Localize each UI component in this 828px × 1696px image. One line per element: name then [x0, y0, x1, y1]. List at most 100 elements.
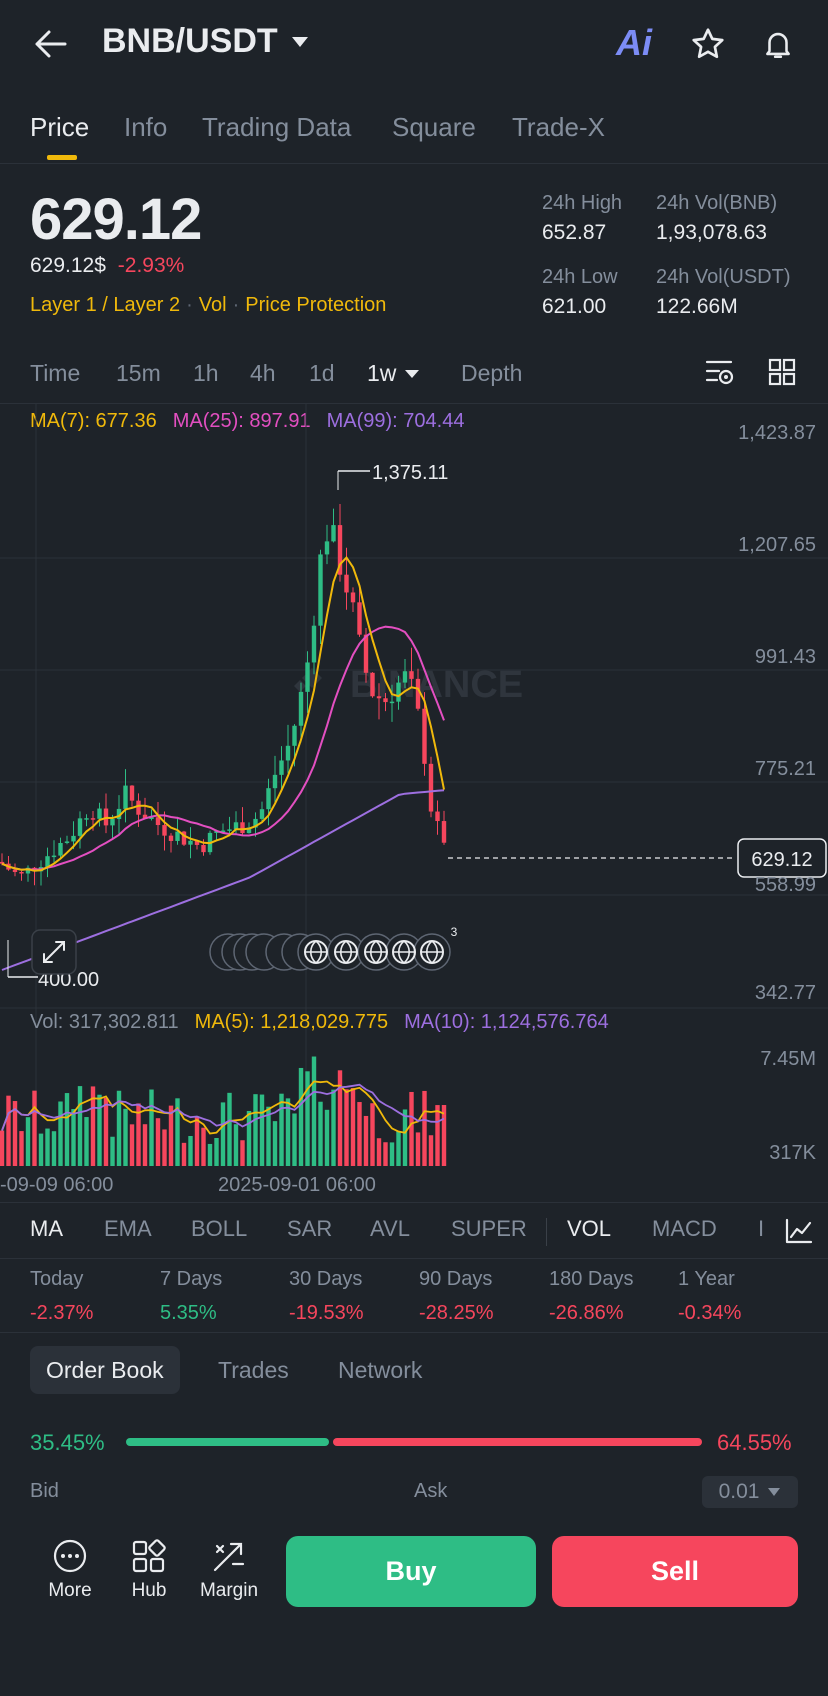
ind-ma[interactable]: MA	[30, 1216, 63, 1241]
tab-network[interactable]: Network	[338, 1356, 423, 1383]
volume-bar	[38, 1133, 44, 1166]
candle-body	[272, 774, 278, 789]
pair-selector[interactable]: BNB/USDT	[102, 22, 310, 61]
candle-body	[162, 825, 167, 836]
tf-1w[interactable]: 1w	[367, 360, 420, 387]
tab-trade-x[interactable]: Trade-X	[512, 112, 605, 142]
ai-icon[interactable]: Ai	[616, 22, 652, 64]
ma25-label: MA(25): 897.91	[172, 410, 311, 432]
tf-1h[interactable]: 1h	[193, 360, 219, 386]
tf-15m[interactable]: 15m	[116, 360, 161, 386]
back-arrow-icon[interactable]	[30, 24, 70, 64]
ind-sar[interactable]: SAR	[287, 1216, 333, 1241]
volume-bar	[142, 1124, 148, 1166]
tf-depth[interactable]: Depth	[461, 360, 523, 386]
tab-trading-data[interactable]: Trading Data	[202, 112, 352, 142]
ma7-line	[1, 556, 445, 872]
volume-bar	[123, 1108, 128, 1166]
volume-bar	[402, 1109, 408, 1166]
volume-bar	[175, 1098, 180, 1166]
perf-label: 180 Days	[549, 1268, 634, 1290]
ind-super[interactable]: SUPER	[451, 1216, 527, 1241]
candle-body	[246, 827, 252, 834]
candle-body	[331, 525, 336, 542]
ind-avl[interactable]: AVL	[370, 1216, 410, 1241]
pair-name: BNB/USDT	[102, 22, 278, 60]
globe-icon-lines	[421, 940, 443, 964]
volume-ma-line	[1, 1080, 445, 1135]
volume-bar	[220, 1102, 226, 1166]
margin-icon	[213, 1542, 245, 1572]
volume-bar	[383, 1142, 388, 1166]
indicator-settings-button[interactable]	[770, 1206, 828, 1256]
bell-icon[interactable]	[758, 24, 798, 64]
candle-body	[214, 831, 219, 833]
volume-bar	[207, 1143, 213, 1166]
vol-value: Vol: 317,302.811	[30, 1011, 179, 1033]
main-tabs: Price Info Trading Data Square Trade-X	[0, 104, 828, 164]
nav-more[interactable]: More	[30, 1538, 110, 1602]
candle-body	[415, 678, 421, 709]
ind-macd[interactable]: MACD	[652, 1216, 717, 1241]
star-icon[interactable]	[688, 24, 728, 64]
caret-down-icon	[768, 1488, 781, 1496]
ind-more[interactable]: I	[758, 1216, 765, 1241]
volume-bar	[259, 1094, 265, 1166]
volume-bar	[155, 1118, 161, 1166]
volume-bar	[415, 1132, 421, 1166]
candle-body	[142, 814, 148, 819]
stat-24h-vol-bnb: 24h Vol(BNB) 1,93,078.63	[656, 192, 777, 245]
tab-info[interactable]: Info	[124, 112, 168, 142]
axis-label: 991.43	[754, 646, 816, 668]
volume-bar	[97, 1094, 102, 1166]
tab-order-book[interactable]: Order Book	[30, 1346, 180, 1394]
volume-bar	[90, 1086, 96, 1166]
volume-bar	[25, 1117, 31, 1166]
chart-settings-icon[interactable]	[704, 356, 736, 388]
bid-percent: 35.45%	[30, 1430, 105, 1455]
sell-button[interactable]: Sell	[552, 1536, 798, 1607]
tag-vol[interactable]: Vol	[198, 294, 227, 316]
tf-1w-label: 1w	[367, 360, 397, 386]
candle-body	[84, 818, 89, 820]
ind-ema[interactable]: EMA	[104, 1216, 152, 1241]
volume-bar	[435, 1105, 440, 1166]
tf-1d[interactable]: 1d	[309, 360, 335, 386]
tf-time[interactable]: Time	[30, 360, 81, 386]
grid-layout-icon[interactable]	[766, 356, 798, 388]
buy-button[interactable]: Buy	[286, 1536, 536, 1607]
tab-price[interactable]: Price	[30, 112, 90, 142]
ma99-label: MA(99): 704.44	[326, 410, 465, 432]
tab-square[interactable]: Square	[392, 112, 476, 142]
news-events[interactable]	[209, 933, 451, 971]
stat-24h-low: 24h Low 621.00	[542, 266, 618, 319]
usd-price: 629.12$	[30, 254, 106, 277]
volume-bar	[194, 1117, 200, 1166]
ind-vol[interactable]: VOL	[567, 1216, 612, 1241]
volume-bar	[246, 1110, 252, 1166]
candle-body	[435, 811, 440, 822]
candle-body	[181, 831, 187, 845]
ind-boll[interactable]: BOLL	[191, 1216, 248, 1241]
volume-bar	[363, 1115, 369, 1166]
tab-trades[interactable]: Trades	[218, 1356, 289, 1383]
candle-body	[259, 809, 265, 819]
candle-body	[64, 841, 70, 843]
globe-icon-lines	[365, 940, 387, 964]
volume-bar	[188, 1135, 193, 1166]
candle-body	[220, 830, 226, 833]
tf-4h[interactable]: 4h	[250, 360, 276, 386]
candle-body	[97, 808, 102, 819]
tag-layer[interactable]: Layer 1 / Layer 2	[30, 294, 181, 316]
nav-margin[interactable]: Margin	[189, 1538, 269, 1602]
ask-bar	[332, 1438, 702, 1446]
precision-select[interactable]: 0.01	[702, 1476, 798, 1508]
candlesticks	[0, 503, 447, 886]
nav-hub[interactable]: Hub	[109, 1538, 189, 1602]
candle-body	[337, 525, 343, 575]
price-chart[interactable]: BINANCE 1,375.11 400.00 629.12 3	[0, 404, 828, 1166]
nav-hub-label: Hub	[131, 1580, 167, 1601]
ask-label: Ask	[414, 1480, 448, 1502]
axis-label: 342.77	[754, 982, 816, 1004]
tag-price-protection[interactable]: Price Protection	[245, 294, 387, 316]
